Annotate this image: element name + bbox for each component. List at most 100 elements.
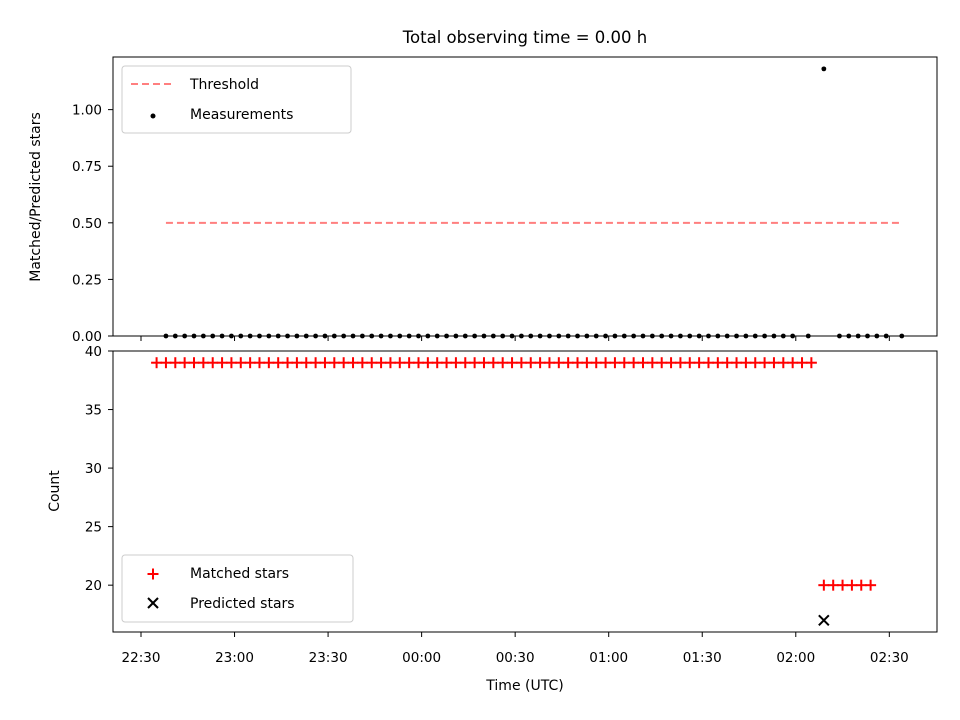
measurement-point <box>547 333 552 339</box>
measurement-point <box>472 333 478 339</box>
measurement-point <box>762 333 767 339</box>
top-y-tick-label: 1.00 <box>72 103 102 119</box>
bottom-y-axis-label: Count <box>47 470 63 512</box>
measurement-point <box>285 333 290 339</box>
matched-star-point <box>855 579 867 591</box>
measurement-point <box>678 333 683 339</box>
bottom-legend: Matched stars Predicted stars <box>121 554 354 623</box>
matched-star-point <box>572 357 584 369</box>
matched-star-point <box>618 357 630 369</box>
matched-star-point <box>646 357 658 369</box>
matched-star-point <box>628 357 640 369</box>
measurement-point <box>163 333 169 339</box>
legend-predicted-label: Predicted stars <box>190 596 295 612</box>
matched-star-point <box>796 357 808 369</box>
matched-star-point <box>431 357 443 369</box>
legend-threshold-label: Threshold <box>189 77 259 93</box>
matched-star-point <box>837 579 849 591</box>
bottom-panel: 20 25 30 35 40 22:30 23:00 23:30 00:00 00:30 01:0… <box>47 344 938 694</box>
bottom-y-tick-label: 25 <box>85 520 102 536</box>
matched-star-point <box>656 357 668 369</box>
measurement-point <box>434 333 440 339</box>
measurement-point <box>369 333 375 339</box>
measurement-point <box>640 333 646 339</box>
matched-star-point <box>384 357 396 369</box>
measurement-point <box>406 333 412 339</box>
matched-star-point <box>253 357 265 369</box>
measurement-point <box>453 333 459 339</box>
chart-title: Total observing time = 0.00 h <box>402 28 647 47</box>
measurement-point <box>556 333 562 339</box>
measurement-point <box>821 66 827 72</box>
matched-star-point <box>818 579 830 591</box>
matched-star-point <box>740 357 752 369</box>
measurement-point <box>565 333 571 339</box>
matched-star-point <box>413 357 425 369</box>
measurement-point <box>200 333 206 339</box>
bottom-axes-frame <box>112 350 938 633</box>
measurement-point <box>780 333 786 339</box>
measurement-point <box>593 333 599 339</box>
bottom-x-ticks: 22:30 23:00 23:30 00:00 00:30 01:00 01:30 02:00… <box>122 632 909 666</box>
measurement-point <box>509 333 515 339</box>
matched-star-point <box>422 357 434 369</box>
matched-star-point <box>366 357 378 369</box>
measurement-point <box>855 333 861 339</box>
matched-star-point <box>702 357 714 369</box>
measurement-point <box>294 333 300 339</box>
measurement-point <box>790 333 796 339</box>
matched-star-point <box>637 357 649 369</box>
matched-star-point <box>403 357 415 369</box>
measurement-point <box>771 333 777 339</box>
matched-star-point <box>609 357 621 369</box>
measurement-point <box>575 333 580 339</box>
measurement-point <box>734 333 739 339</box>
measurement-point <box>696 333 702 339</box>
bottom-x-tick-label: 00:00 <box>402 650 441 666</box>
predicted-star-point <box>818 614 830 626</box>
matched-star-point <box>525 357 537 369</box>
matched-star-point <box>216 357 228 369</box>
measurement-point <box>275 333 281 339</box>
top-y-axis-label: Matched/Predicted stars <box>28 112 44 282</box>
measurement-point <box>444 333 449 339</box>
matched-star-point <box>310 357 322 369</box>
measurement-point <box>313 333 319 339</box>
matched-star-point <box>469 357 481 369</box>
bottom-x-tick-label: 23:00 <box>215 650 254 666</box>
measurement-point <box>715 333 721 339</box>
matched-star-point <box>665 357 677 369</box>
matched-star-point <box>169 357 181 369</box>
top-x-tick-marks <box>140 336 890 341</box>
matched-star-point <box>846 579 858 591</box>
measurement-point <box>219 333 225 339</box>
top-y-ticks: 0.00 0.25 0.50 0.75 1.00 <box>72 103 113 345</box>
measurement-point <box>837 333 842 339</box>
matched-star-point <box>394 357 406 369</box>
top-legend: Threshold Measurements <box>121 65 352 134</box>
measurement-point <box>752 333 758 339</box>
measurement-point <box>537 333 543 339</box>
bottom-y-tick-label: 20 <box>85 578 102 594</box>
matched-star-point <box>319 357 331 369</box>
measurement-point <box>490 333 496 339</box>
measurement-point <box>462 333 468 339</box>
measurement-point <box>331 333 337 339</box>
bottom-x-tick-label: 01:30 <box>683 650 722 666</box>
matched-star-point <box>160 357 172 369</box>
legend-measurements-swatch <box>150 113 156 119</box>
top-axes-frame <box>112 56 938 337</box>
measurement-point <box>182 333 188 339</box>
matched-star-point <box>282 357 294 369</box>
top-panel: 0.00 0.25 0.50 0.75 1.00 Matched/Predicted s… <box>28 56 938 345</box>
bottom-y-ticks: 20 25 30 35 40 <box>85 344 113 594</box>
matched-star-point <box>291 357 303 369</box>
measurement-point <box>303 333 309 339</box>
matched-star-point <box>534 357 546 369</box>
bottom-x-tick-label: 00:30 <box>496 650 535 666</box>
matched-star-point <box>553 357 565 369</box>
measurement-point <box>874 333 880 339</box>
matched-star-point <box>590 357 602 369</box>
matched-star-point <box>721 357 733 369</box>
